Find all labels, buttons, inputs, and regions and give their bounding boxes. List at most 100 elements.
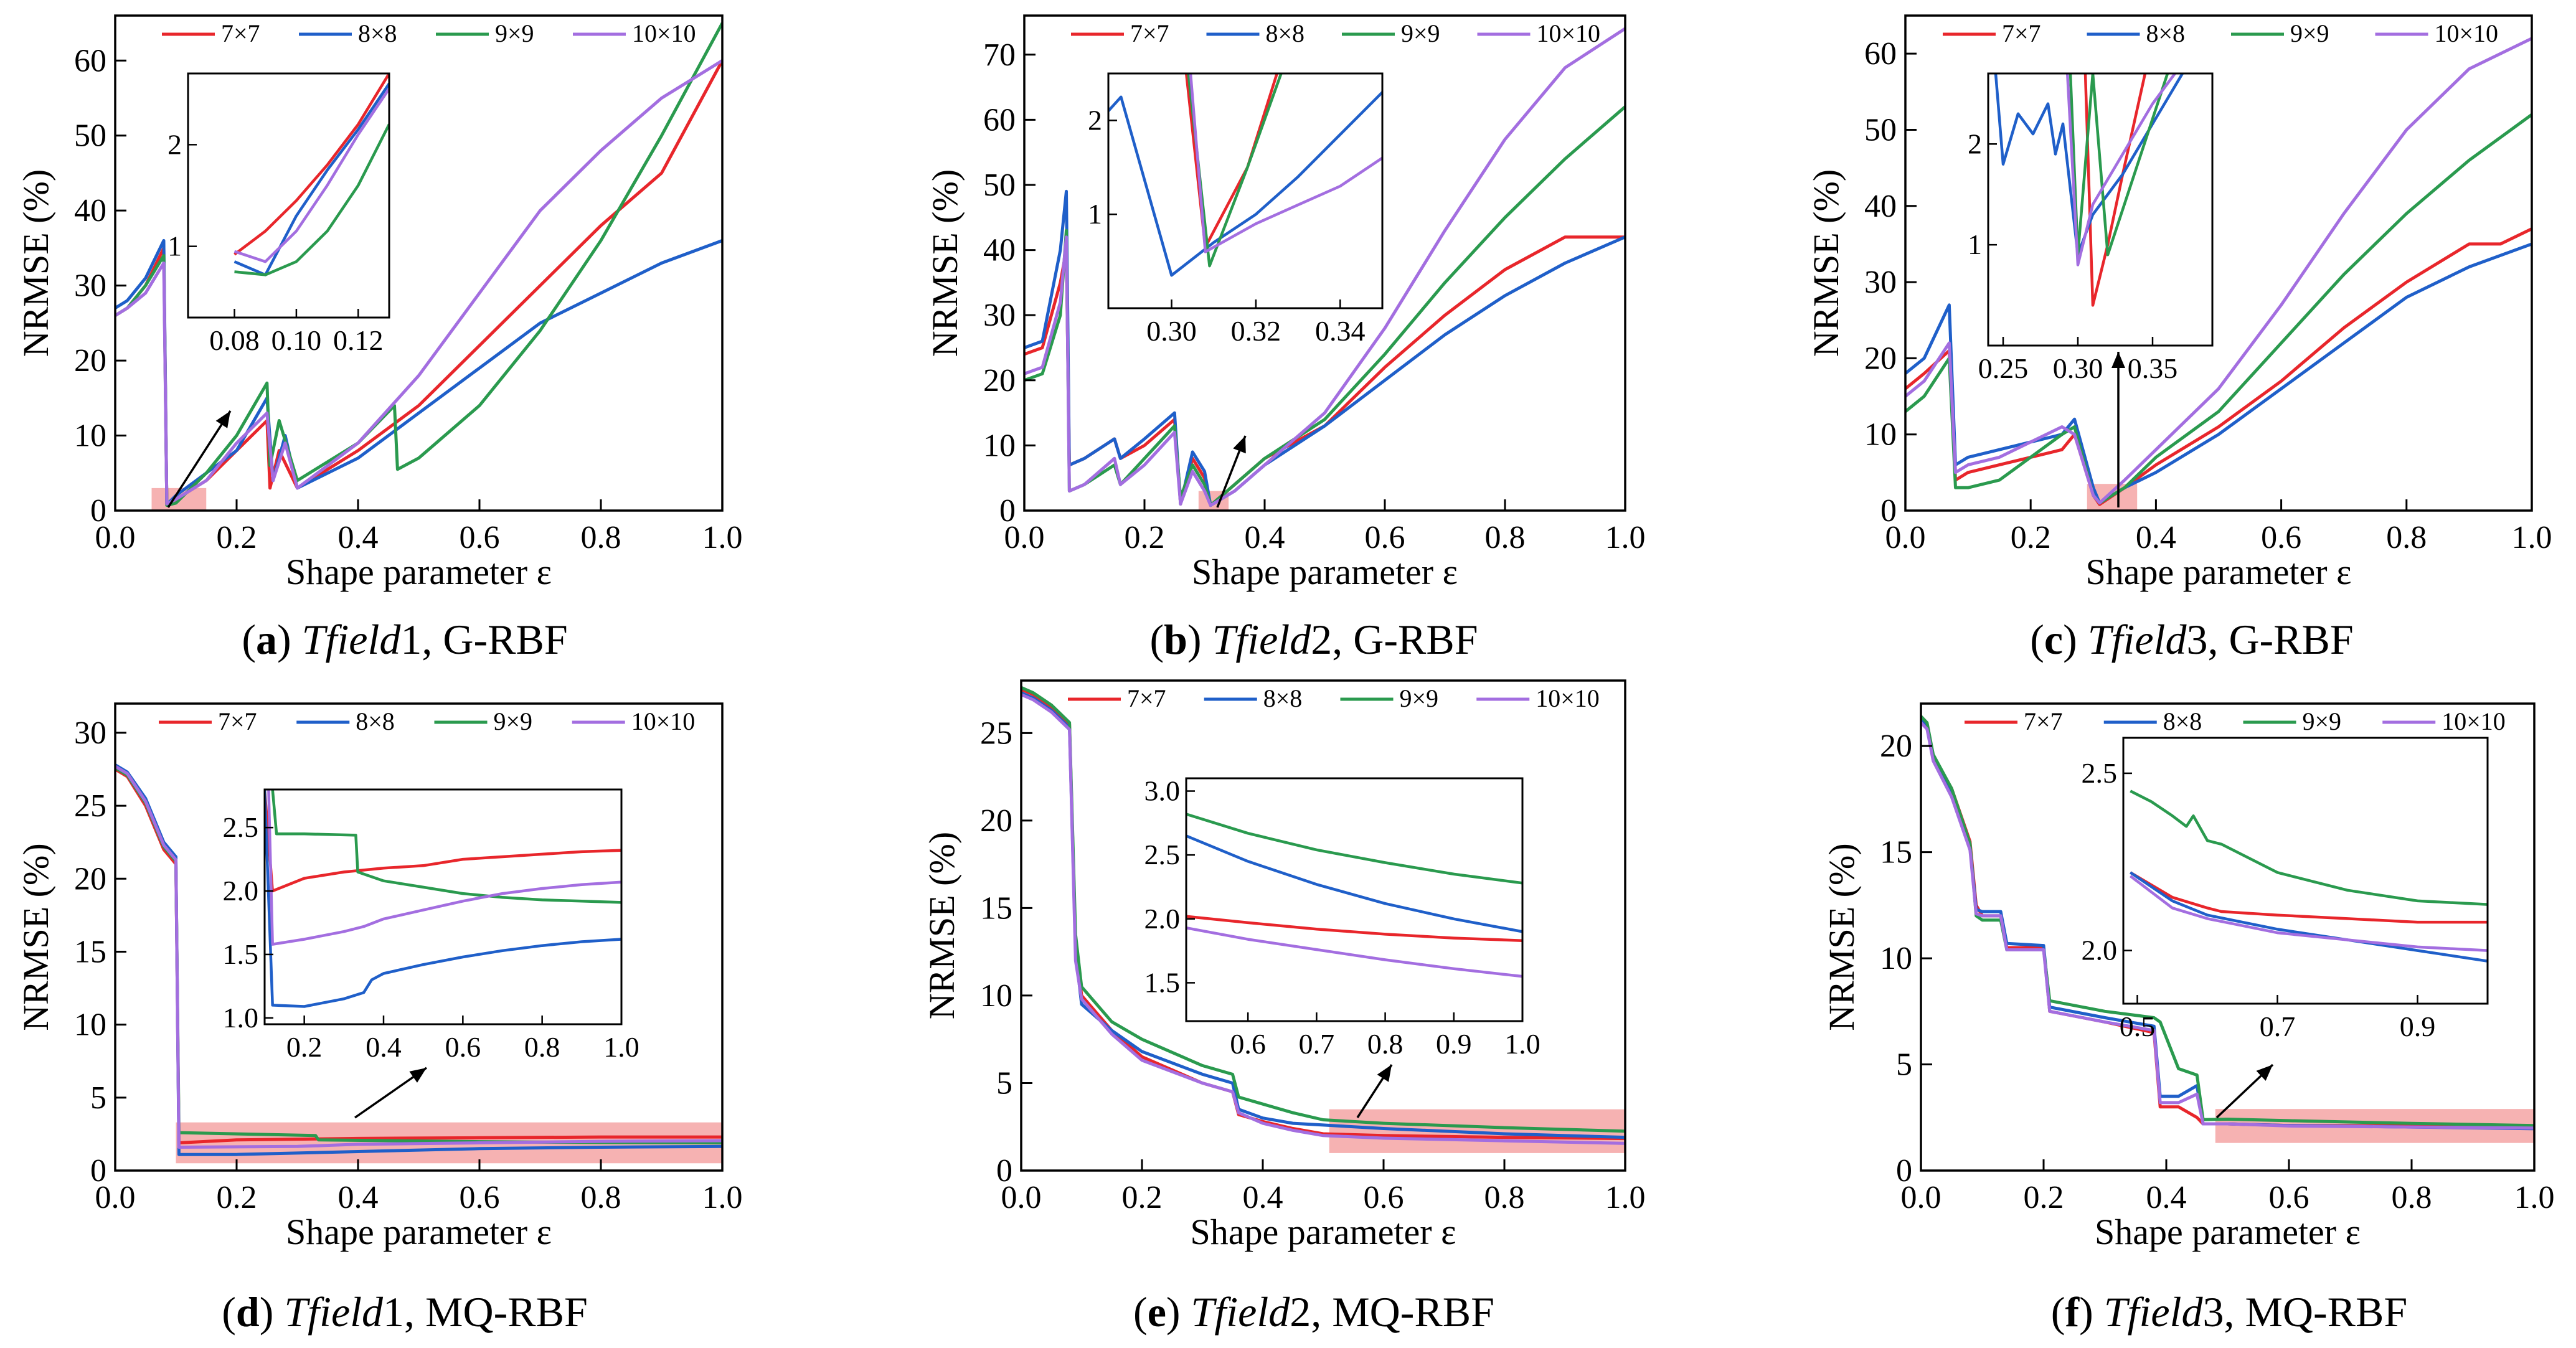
inset-series-line-10x10 bbox=[2129, 875, 2488, 952]
legend-label: 10×10 bbox=[2442, 707, 2506, 735]
y-tick-label: 50 bbox=[1864, 112, 1897, 148]
caption-rest: , G-RBF bbox=[1332, 616, 1478, 663]
caption-close: ) bbox=[1187, 616, 1212, 663]
y-tick-label: 10 bbox=[74, 1007, 106, 1043]
legend: 7×7 8×8 9×9 10×10 bbox=[1965, 707, 2506, 735]
x-tick-label: 0.8 bbox=[1484, 1180, 1525, 1215]
plot-frame bbox=[1023, 14, 1626, 512]
inset-series-line-8x8 bbox=[1108, 91, 1382, 277]
legend-label: 7×7 bbox=[1130, 19, 1169, 47]
x-tick-label: 1.0 bbox=[1605, 520, 1646, 555]
caption-num: 2 bbox=[1290, 1288, 1311, 1336]
y-tick-label: 5 bbox=[90, 1080, 106, 1116]
y-tick-label: 60 bbox=[1864, 36, 1897, 72]
caption-letter: c bbox=[2044, 616, 2063, 663]
legend-label: 8×8 bbox=[2163, 707, 2202, 735]
y-tick-label: 0 bbox=[999, 493, 1016, 529]
x-tick-label: 0.8 bbox=[581, 1180, 621, 1215]
x-tick-label: 0.8 bbox=[2386, 520, 2427, 555]
legend-label: 10×10 bbox=[1536, 684, 1600, 712]
plot-frame bbox=[1920, 702, 2536, 1172]
y-tick-label: 20 bbox=[980, 803, 1012, 839]
y-axis-label: NRMSE (%) bbox=[16, 843, 56, 1030]
caption-rest: , MQ-RBF bbox=[2224, 1288, 2407, 1336]
y-tick-label: 40 bbox=[983, 233, 1016, 268]
inset-frame bbox=[187, 72, 390, 319]
legend-label: 7×7 bbox=[1127, 684, 1166, 712]
caption-num: 2 bbox=[1311, 616, 1332, 663]
inset-series-line-10x10 bbox=[1186, 926, 1522, 978]
x-tick-label: 0.4 bbox=[338, 1180, 379, 1215]
legend-label: 8×8 bbox=[1263, 684, 1303, 712]
x-tick-label: 0.4 bbox=[1243, 1180, 1283, 1215]
y-axis-label: NRMSE (%) bbox=[925, 169, 965, 357]
panel-c: 0.0 0.2 0.4 0.6 0.8 1.0 0 10 20 30 40 50 60 Shape par… bbox=[1806, 14, 2552, 663]
x-tick-label: 0.2 bbox=[217, 520, 257, 555]
series-group bbox=[1921, 715, 2534, 1131]
inset-series-line-9x9 bbox=[2130, 789, 2488, 906]
y-tick-label: 20 bbox=[1864, 341, 1897, 376]
inset-x-tick-label: 0.32 bbox=[1231, 315, 1281, 347]
caption-open: ( bbox=[222, 1288, 236, 1336]
caption-close: ) bbox=[1166, 1288, 1191, 1336]
inset-frame bbox=[263, 788, 623, 1025]
panel-b: 0.0 0.2 0.4 0.6 0.8 1.0 0 10 20 30 40 50 60 70 Shape p… bbox=[925, 14, 1646, 663]
caption-letter: a bbox=[256, 616, 277, 663]
legend-label: 10×10 bbox=[2435, 19, 2499, 47]
panel-caption: (d) Tfield1, MQ-RBF bbox=[222, 1288, 588, 1336]
y-tick-label: 15 bbox=[980, 890, 1012, 926]
series-line-10x10 bbox=[1021, 693, 1625, 1145]
y-axis-label: NRMSE (%) bbox=[922, 832, 962, 1019]
x-tick-label: 1.0 bbox=[702, 520, 743, 555]
inset-background bbox=[188, 73, 389, 318]
legend: 7×7 8×8 9×9 10×10 bbox=[159, 707, 695, 735]
y-tick-label: 30 bbox=[74, 715, 106, 751]
legend-label: 9×9 bbox=[494, 707, 533, 735]
x-tick-label: 0.8 bbox=[2392, 1180, 2432, 1215]
series-group bbox=[115, 22, 722, 507]
inset-y-tick-label: 2.5 bbox=[1144, 839, 1181, 870]
series-group bbox=[1021, 686, 1625, 1145]
legend-label: 9×9 bbox=[1400, 684, 1439, 712]
inset-series-line-10x10 bbox=[267, 789, 621, 946]
caption-field: Tfield bbox=[302, 616, 402, 663]
series-group bbox=[1024, 27, 1625, 507]
inset-x-tick-label: 0.9 bbox=[1436, 1028, 1472, 1060]
inset-y-tick-label: 2.5 bbox=[2082, 757, 2118, 789]
panel-f: 0.0 0.2 0.4 0.6 0.8 1.0 0 5 10 15 20 Shape paramete… bbox=[1821, 702, 2555, 1336]
legend-label: 8×8 bbox=[2146, 19, 2186, 47]
x-tick-label: 0.6 bbox=[460, 520, 500, 555]
inset-x-tick-label: 0.8 bbox=[1367, 1028, 1404, 1060]
x-tick-label: 0.6 bbox=[2261, 520, 2301, 555]
caption-rest: , MQ-RBF bbox=[1311, 1288, 1494, 1336]
x-tick-label: 0.8 bbox=[1485, 520, 1526, 555]
panel-a: 0.0 0.2 0.4 0.6 0.8 1.0 0 10 20 30 40 50 60 Shape par… bbox=[16, 14, 743, 663]
inset-background bbox=[1988, 73, 2212, 346]
x-tick-label: 0.0 bbox=[95, 1180, 136, 1215]
legend-label: 7×7 bbox=[2024, 707, 2063, 735]
series-group bbox=[1905, 37, 2532, 506]
y-tick-label: 0 bbox=[90, 493, 106, 529]
legend-label: 9×9 bbox=[2303, 707, 2342, 735]
plot-frame bbox=[114, 14, 724, 512]
inset-series-group bbox=[234, 73, 389, 276]
inset-x-tick-label: 1.0 bbox=[603, 1031, 639, 1063]
legend: 7×7 8×8 9×9 10×10 bbox=[162, 19, 696, 47]
x-tick-label: 1.0 bbox=[2512, 520, 2552, 555]
caption-open: ( bbox=[2030, 616, 2044, 663]
series-line-9x9 bbox=[1021, 686, 1625, 1133]
legend-label: 8×8 bbox=[358, 19, 397, 47]
caption-num: 1 bbox=[400, 616, 422, 663]
x-tick-label: 0.0 bbox=[95, 520, 136, 555]
inset-x-tick-label: 0.10 bbox=[271, 324, 322, 356]
legend-label: 10×10 bbox=[632, 19, 696, 47]
inset-plot: 0.6 0.7 0.8 0.9 1.0 1.5 2.0 2.5 3.0 bbox=[1144, 775, 1540, 1060]
y-tick-label: 0 bbox=[90, 1153, 106, 1189]
inset-series-line-8x8 bbox=[2130, 871, 2488, 963]
inset-plot: 0.5 0.7 0.9 2.0 2.5 bbox=[2082, 737, 2489, 1042]
inset-x-tick-label: 0.12 bbox=[333, 324, 384, 356]
y-tick-label: 25 bbox=[74, 788, 106, 824]
y-tick-label: 0 bbox=[1896, 1153, 1912, 1189]
inset-x-tick-label: 0.2 bbox=[286, 1031, 323, 1063]
inset-frame bbox=[1185, 777, 1524, 1022]
